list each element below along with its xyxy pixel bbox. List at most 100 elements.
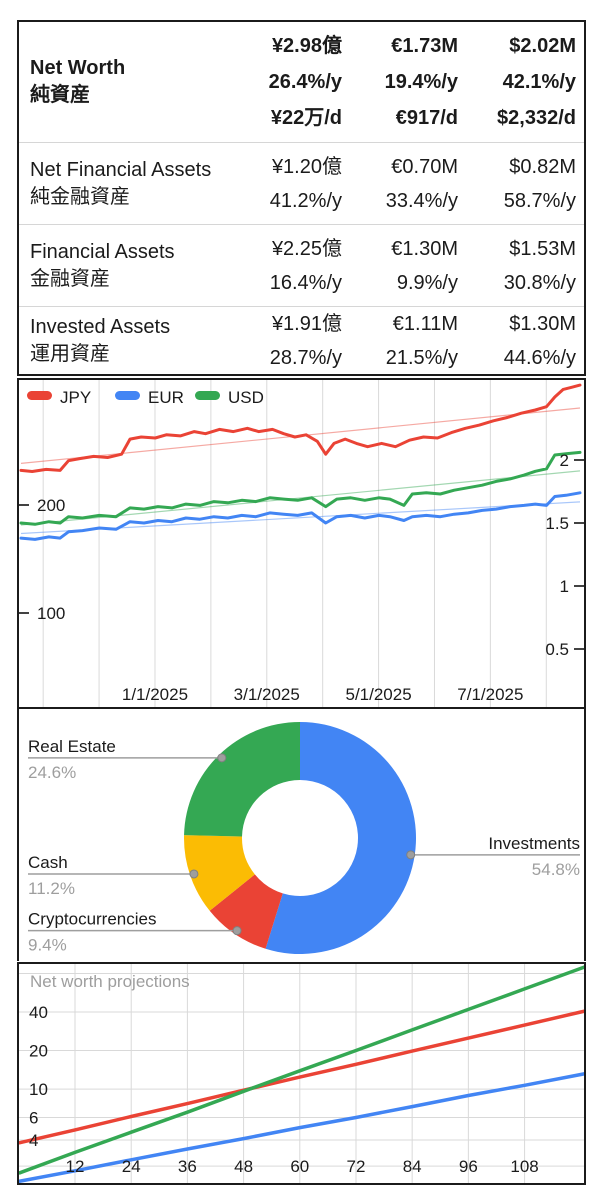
- eur-line: [19, 491, 582, 541]
- value-eur: €0.70M: [391, 155, 458, 178]
- table-row-net-worth: Net Worth 純資産 ¥2.98億 26.4%/y ¥22万/d €1.73M 19.…: [19, 22, 584, 142]
- row-name-ja: 純金融資産: [30, 185, 130, 208]
- eur-legend-swatch: [115, 391, 140, 400]
- value-column-usd: $1.30M 44.6%/y: [458, 307, 584, 375]
- jpy-legend-swatch: [27, 391, 52, 400]
- y-axis-label: 4: [29, 1131, 38, 1150]
- leader-dot: [189, 869, 199, 879]
- x-axis-label: 36: [178, 1157, 197, 1176]
- value-jpy: ¥1.20億: [271, 155, 342, 178]
- left-axis-label: 200: [37, 496, 65, 515]
- slice-label: Cryptocurrencies: [28, 910, 157, 929]
- value-column-eur: €0.70M 33.4%/y: [342, 150, 458, 218]
- row-name-en: Financial Assets: [30, 240, 175, 263]
- jpy-legend-label: JPY: [60, 388, 91, 407]
- value-usd: $1.53M: [509, 237, 576, 260]
- x-axis-label: 84: [403, 1157, 422, 1176]
- x-axis-label: 7/1/2025: [457, 685, 523, 704]
- x-axis-label: 72: [347, 1157, 366, 1176]
- x-axis-label: 12: [66, 1157, 85, 1176]
- value-column-eur: €1.11M 21.5%/y: [342, 307, 458, 375]
- value-column-jpy: ¥2.98億 26.4%/y ¥22万/d: [222, 28, 342, 136]
- row-name: Net Worth 純資産: [19, 55, 222, 109]
- timeseries-svg: 100 200 0.5 1 1.5 2 1/1/2025 3/1/2025 5/1/2025 7/…: [17, 378, 586, 709]
- table-row-net-financial-assets: Net Financial Assets 純金融資産 ¥1.20億 41.2%/y €0…: [19, 142, 584, 224]
- usd-line: [19, 450, 582, 526]
- y-axis-label: 20: [29, 1042, 48, 1061]
- y-axis-label: 10: [29, 1080, 48, 1099]
- slice-label: Cash: [28, 853, 68, 872]
- yoy-rate-usd: 44.6%/y: [503, 346, 576, 369]
- x-axis-label: 96: [459, 1157, 478, 1176]
- yoy-rate-usd: 30.8%/y: [503, 271, 576, 294]
- slice-percentage: 24.6%: [28, 763, 76, 782]
- usd-legend-label: USD: [228, 388, 264, 407]
- asset-allocation-donut-chart[interactable]: Investments 54.8% Cryptocurrencies 9.4% Cash…: [17, 709, 586, 961]
- net-worth-projections-chart[interactable]: 40 20 10 6 4 12 24 36 48 60 72 84 96 108 Net worth pro…: [17, 962, 586, 1185]
- leader-dot: [232, 926, 242, 936]
- table-row-invested-assets: Invested Assets 運用資産 ¥1.91億 28.7%/y €1.11M 21…: [19, 306, 584, 374]
- slice-percentage: 54.8%: [532, 860, 580, 879]
- value-eur: €1.30M: [391, 237, 458, 260]
- x-axis-label: 3/1/2025: [234, 685, 300, 704]
- projections-title: Net worth projections: [30, 972, 190, 991]
- daily-change-eur: €917/d: [395, 107, 458, 129]
- value-jpy: ¥2.98億: [271, 35, 342, 57]
- value-column-usd: $0.82M 58.7%/y: [458, 150, 584, 218]
- right-axis-label: 2: [560, 451, 569, 470]
- row-name: Financial Assets 金融資産: [19, 239, 222, 293]
- right-axis-label: 1.5: [545, 514, 569, 533]
- y-axis-label: 6: [29, 1108, 38, 1127]
- left-axis-label: 100: [37, 604, 65, 623]
- yoy-rate-eur: 9.9%/y: [396, 271, 458, 294]
- value-column-jpy: ¥1.20億 41.2%/y: [222, 150, 342, 218]
- daily-change-usd: $2,332/d: [497, 107, 576, 129]
- slice-label: Real Estate: [28, 737, 116, 756]
- slice-cryptocurrencies: [209, 874, 283, 949]
- row-name-ja: 純資産: [30, 84, 90, 106]
- x-axis-label: 5/1/2025: [345, 685, 411, 704]
- leader-dot: [406, 850, 416, 860]
- projections-svg: 40 20 10 6 4 12 24 36 48 60 72 84 96 108 Net worth pro…: [17, 962, 586, 1185]
- right-axis-label: 1: [560, 577, 569, 596]
- donut-svg: Investments 54.8% Cryptocurrencies 9.4% Cash…: [17, 709, 586, 961]
- row-name-en: Invested Assets: [30, 315, 171, 338]
- row-name-en: Net Worth: [30, 57, 126, 79]
- yoy-rate-eur: 19.4%/y: [384, 71, 458, 93]
- value-column-eur: €1.73M 19.4%/y €917/d: [342, 28, 458, 136]
- value-column-jpy: ¥2.25億 16.4%/y: [222, 232, 342, 300]
- slice-investments: [265, 722, 417, 954]
- yoy-rate-jpy: 41.2%/y: [269, 189, 342, 212]
- value-column-jpy: ¥1.91億 28.7%/y: [222, 307, 342, 375]
- value-eur: €1.11M: [392, 312, 458, 335]
- x-axis-label: 108: [510, 1157, 538, 1176]
- value-jpy: ¥2.25億: [271, 237, 342, 260]
- yoy-rate-jpy: 26.4%/y: [268, 71, 342, 93]
- jpy-line: [19, 383, 582, 473]
- row-name-ja: 金融資産: [30, 267, 110, 290]
- assets-timeseries-chart[interactable]: 100 200 0.5 1 1.5 2 1/1/2025 3/1/2025 5/1/2025 7/…: [17, 378, 586, 709]
- yoy-rate-eur: 21.5%/y: [385, 346, 458, 369]
- slice-percentage: 11.2%: [28, 879, 75, 898]
- yoy-rate-eur: 33.4%/y: [385, 189, 458, 212]
- row-name: Net Financial Assets 純金融資産: [19, 157, 222, 211]
- x-axis-label: 1/1/2025: [122, 685, 188, 704]
- eur-legend-label: EUR: [148, 388, 184, 407]
- y-axis-label: 40: [29, 1003, 48, 1022]
- asset-summary-table: Net Worth 純資産 ¥2.98億 26.4%/y ¥22万/d €1.73M 19.…: [17, 20, 586, 376]
- slice-cash: [183, 835, 255, 911]
- usd-legend-swatch: [195, 391, 220, 400]
- slice-label: Investments: [488, 834, 580, 853]
- slice-percentage: 9.4%: [28, 936, 67, 955]
- value-usd: $2.02M: [509, 35, 576, 57]
- x-axis-label: 60: [290, 1157, 309, 1176]
- leader-dot: [217, 753, 227, 763]
- projection-line-2: [18, 1071, 586, 1184]
- value-usd: $1.30M: [509, 312, 576, 335]
- yoy-rate-usd: 42.1%/y: [502, 71, 576, 93]
- row-name-en: Net Financial Assets: [30, 158, 212, 181]
- chart-border: [17, 378, 586, 709]
- row-name-ja: 運用資産: [30, 342, 110, 365]
- yoy-rate-jpy: 28.7%/y: [269, 346, 342, 369]
- value-jpy: ¥1.91億: [271, 312, 342, 335]
